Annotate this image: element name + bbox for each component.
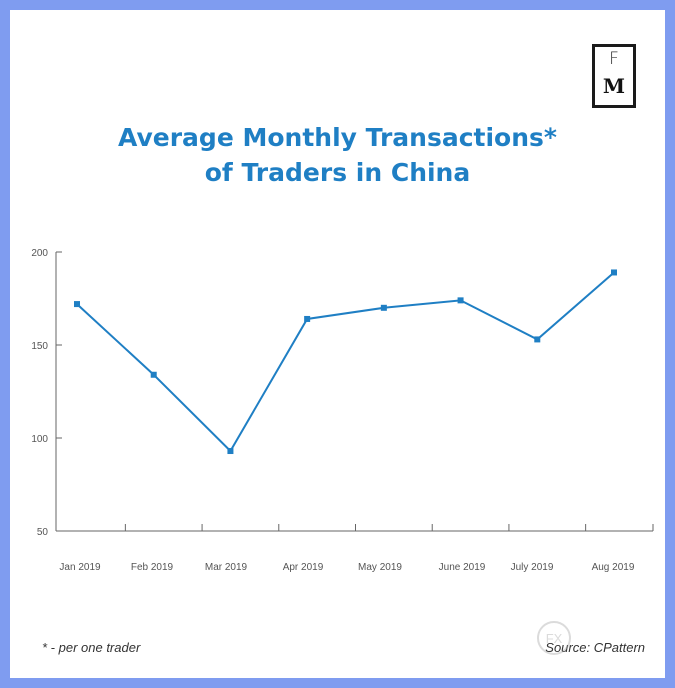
data-point bbox=[611, 269, 617, 276]
x-tick-label: Aug 2019 bbox=[592, 562, 635, 573]
line-chart: 200 150 100 50 Jan 2019 Feb 2019 Mar 2019 Apr 2… bbox=[31, 248, 654, 573]
fm-logo: F M bbox=[592, 44, 636, 108]
chart-title: Average Monthly Transactions* of Traders… bbox=[10, 120, 665, 190]
chart-axes bbox=[55, 251, 654, 532]
chart-title-line1: Average Monthly Transactions* bbox=[118, 123, 557, 152]
data-point bbox=[534, 336, 541, 343]
data-point bbox=[380, 304, 387, 311]
source-credit: Source: CPattern bbox=[545, 640, 645, 655]
y-tick-label: 150 bbox=[31, 341, 48, 352]
data-point bbox=[74, 301, 80, 308]
x-tick-label: Feb 2019 bbox=[131, 562, 174, 573]
data-point bbox=[227, 448, 234, 455]
x-tick-label: June 2019 bbox=[439, 562, 486, 573]
logo-letter-m: M bbox=[602, 74, 626, 98]
y-tick-label: 100 bbox=[31, 434, 48, 445]
series-line bbox=[76, 271, 615, 453]
chart-card: F M Average Monthly Transactions* of Tra… bbox=[10, 10, 665, 678]
chart-title-line2: of Traders in China bbox=[204, 158, 471, 187]
chart-series bbox=[74, 269, 617, 455]
y-tick-label: 200 bbox=[31, 248, 48, 259]
logo-letter-f: F bbox=[609, 49, 619, 69]
watermark-text: FX bbox=[546, 631, 563, 646]
y-tick-label: 50 bbox=[37, 527, 49, 538]
data-point bbox=[150, 371, 157, 378]
x-tick-label: May 2019 bbox=[358, 562, 402, 573]
x-tick-label: July 2019 bbox=[511, 562, 554, 573]
data-point bbox=[304, 315, 311, 322]
x-tick-label: Jan 2019 bbox=[59, 562, 101, 573]
chart-labels: 200 150 100 50 Jan 2019 Feb 2019 Mar 2019 Apr 2… bbox=[31, 248, 635, 573]
x-tick-label: Mar 2019 bbox=[205, 562, 248, 573]
watermark-logo: FX bbox=[537, 621, 571, 655]
data-point bbox=[457, 297, 464, 304]
x-tick-label: Apr 2019 bbox=[283, 562, 324, 573]
footnote: * - per one trader bbox=[42, 640, 141, 655]
